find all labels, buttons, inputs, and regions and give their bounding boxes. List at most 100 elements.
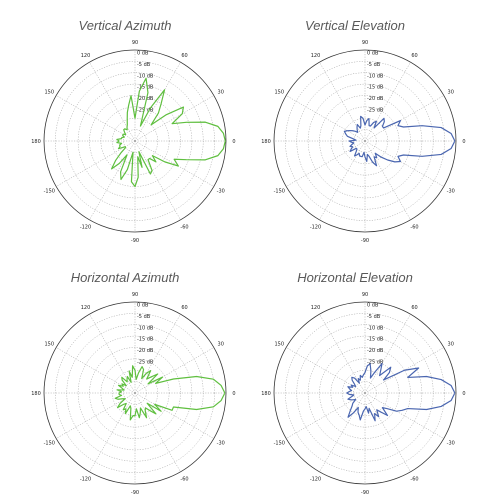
outer-ring <box>273 301 457 485</box>
grid-spoke <box>286 140 366 187</box>
chart-panel-3: Horizontal Azimuth 0 30 60 90 120 150 180 -150 -… <box>0 252 250 502</box>
pattern-series-line <box>343 115 456 167</box>
grid-spoke <box>286 392 366 439</box>
grid-ring <box>342 118 388 164</box>
radial-tick-label: -5 dB <box>137 62 151 68</box>
grid-spoke <box>364 392 411 472</box>
grid-spoke <box>286 347 366 394</box>
radial-tick-label: -20 dB <box>137 348 154 354</box>
angle-tick-label: 60 <box>181 53 187 59</box>
grid-spoke <box>134 392 214 439</box>
grid-spoke <box>134 95 214 142</box>
angle-tick-label: -120 <box>310 225 321 231</box>
grid-ring <box>285 61 445 221</box>
angle-tick-label: -90 <box>131 490 139 496</box>
grid-spoke <box>134 347 214 394</box>
radial-tick-label: -10 dB <box>367 325 384 331</box>
grid-ring <box>55 313 215 473</box>
radial-tick-label: -5 dB <box>367 62 381 68</box>
grid-spoke <box>319 314 366 394</box>
angle-tick-label: 60 <box>411 305 417 311</box>
radial-tick-label: -10 dB <box>367 73 384 79</box>
angle-tick-label: 120 <box>81 305 91 311</box>
radial-tick-label: -15 dB <box>137 337 154 343</box>
angle-tick-label: 150 <box>44 89 54 95</box>
angle-tick-label: 180 <box>261 139 271 145</box>
radial-tick-label: -15 dB <box>137 85 154 91</box>
angle-tick-label: -90 <box>361 490 369 496</box>
angle-tick-label: 90 <box>362 292 368 298</box>
angle-tick-label: 90 <box>132 40 138 46</box>
grid-spoke <box>319 392 366 472</box>
grid-spoke <box>286 95 366 142</box>
grid-spoke <box>56 347 136 394</box>
angle-tick-label: 30 <box>218 89 224 95</box>
grid-ring <box>89 347 181 439</box>
radial-tick-label: -25 dB <box>137 359 154 365</box>
radial-tick-label: -20 dB <box>367 348 384 354</box>
angle-tick-label: -30 <box>447 188 455 194</box>
grid-spoke <box>364 95 444 142</box>
angle-tick-label: -150 <box>44 440 55 446</box>
pattern-series-line <box>346 362 456 422</box>
chart-panel-2: Vertical Elevation 0 30 60 90 120 150 180 -150 -… <box>230 0 480 250</box>
grid-ring <box>307 335 423 451</box>
angle-tick-label: -60 <box>180 225 188 231</box>
grid-ring <box>77 335 193 451</box>
angle-tick-label: 0 <box>232 139 235 145</box>
angle-tick-label: 120 <box>311 53 321 59</box>
chart-title: Vertical Azimuth <box>78 18 172 33</box>
angle-tick-label: 120 <box>311 305 321 311</box>
chart-title: Horizontal Azimuth <box>70 270 180 285</box>
radial-tick-label: 0 dB <box>137 51 149 57</box>
angle-tick-label: -30 <box>447 440 455 446</box>
angle-tick-label: -150 <box>44 188 55 194</box>
grid-ring <box>307 83 423 199</box>
angle-tick-label: 0 <box>462 139 465 145</box>
angle-tick-label: -60 <box>180 477 188 483</box>
grid-spoke <box>134 140 181 220</box>
pattern-series-line <box>114 365 226 421</box>
angle-tick-label: 0 <box>232 391 235 397</box>
grid-spoke <box>89 314 136 394</box>
radial-tick-label: -15 dB <box>367 337 384 343</box>
chart-panel-4: Horizontal Elevation 0 30 60 90 120 150 180 -15… <box>230 252 480 502</box>
radial-tick-label: 0 dB <box>367 51 379 57</box>
angle-tick-label: -90 <box>361 238 369 244</box>
angle-tick-label: -60 <box>410 477 418 483</box>
radial-tick-label: 0 dB <box>367 303 379 309</box>
radial-tick-label: -10 dB <box>137 73 154 79</box>
grid-spoke <box>364 62 411 142</box>
grid-spoke <box>364 314 411 394</box>
angle-tick-label: 180 <box>31 139 41 145</box>
grid-ring <box>55 61 215 221</box>
polar-plot: 0 30 60 90 120 150 180 -150 -120 -90 -60 -30 0 dB -5 … <box>31 292 235 496</box>
angle-tick-label: 180 <box>261 391 271 397</box>
radial-tick-label: -20 dB <box>367 96 384 102</box>
chart-title: Horizontal Elevation <box>297 270 413 285</box>
radial-tick-label: -20 dB <box>137 96 154 102</box>
grid-ring <box>77 83 193 199</box>
angle-tick-label: 30 <box>448 341 454 347</box>
grid-spoke <box>89 392 136 472</box>
radial-tick-label: -25 dB <box>367 107 384 113</box>
grid-spoke <box>319 140 366 220</box>
radial-tick-label: 0 dB <box>137 303 149 309</box>
grid-spoke <box>364 140 411 220</box>
angle-tick-label: -150 <box>274 440 285 446</box>
outer-ring <box>43 301 227 485</box>
radial-tick-label: -25 dB <box>367 359 384 365</box>
polar-plot: 0 30 60 90 120 150 180 -150 -120 -90 -60 -30 0 dB -5 … <box>261 40 465 244</box>
angle-tick-label: 120 <box>81 53 91 59</box>
grid-ring <box>319 347 411 439</box>
grid-spoke <box>89 62 136 142</box>
grid-ring <box>112 118 158 164</box>
angle-tick-label: -30 <box>217 188 225 194</box>
angle-tick-label: 0 <box>462 391 465 397</box>
outer-ring <box>43 49 227 233</box>
angle-tick-label: 60 <box>411 53 417 59</box>
angle-tick-label: -60 <box>410 225 418 231</box>
angle-tick-label: 30 <box>218 341 224 347</box>
radial-tick-label: -15 dB <box>367 85 384 91</box>
grid-spoke <box>364 140 444 187</box>
